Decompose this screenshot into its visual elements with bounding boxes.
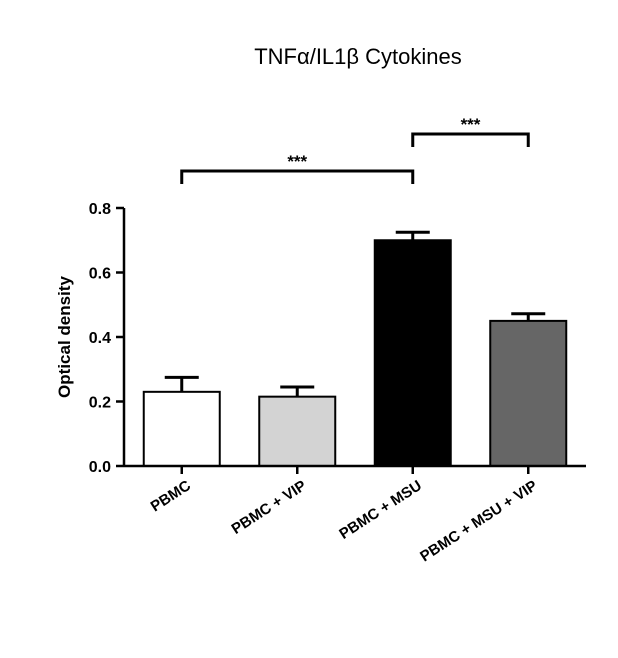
significance-label: *** xyxy=(461,115,481,134)
y-tick-label: 0.4 xyxy=(89,330,111,347)
x-tick-label: PBMC + MSU + VIP xyxy=(417,477,540,565)
bar xyxy=(373,239,452,467)
bar xyxy=(142,390,221,468)
x-tick-label: PBMC + MSU xyxy=(336,477,425,543)
bar xyxy=(258,395,337,468)
y-tick-label: 0.2 xyxy=(89,395,111,412)
bar xyxy=(489,319,568,467)
y-tick-label: 0.8 xyxy=(89,201,111,218)
y-tick-label: 0.0 xyxy=(89,459,111,476)
significance-label: *** xyxy=(287,152,307,171)
chart-title: TNFα/IL1β Cytokines xyxy=(254,44,462,69)
significance-bracket xyxy=(180,169,415,184)
significance-bracket xyxy=(411,132,530,147)
x-tick-label: PBMC xyxy=(148,477,194,515)
x-tick-label: PBMC + VIP xyxy=(229,477,310,538)
y-tick-label: 0.6 xyxy=(89,266,111,283)
plot-area: 0.0 0.2 0.4 0.6 0.8 PBMC PBMC + VIP PBMC + MSUP… xyxy=(89,115,586,565)
y-axis-label: Optical density xyxy=(55,276,74,398)
